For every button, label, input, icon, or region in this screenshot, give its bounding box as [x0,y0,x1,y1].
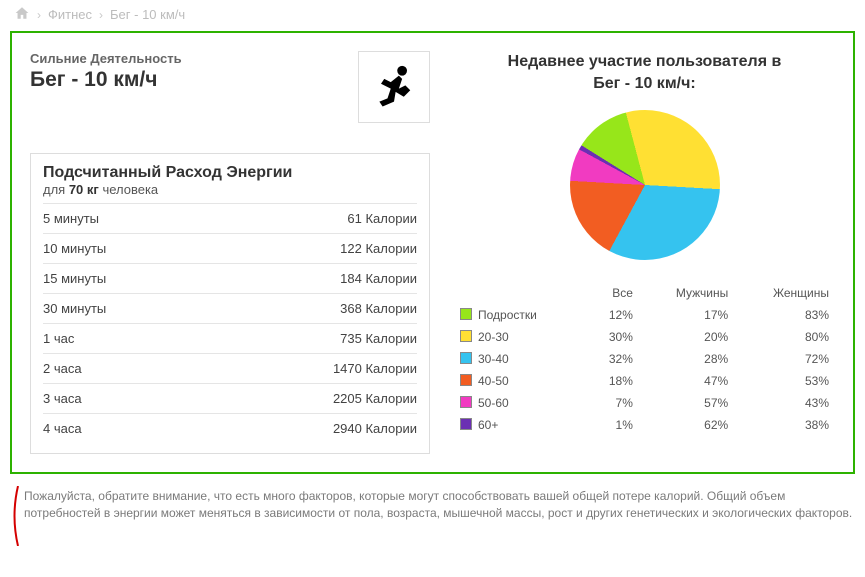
energy-row-label: 15 минуты [43,264,204,294]
energy-row-label: 5 минуты [43,204,204,234]
energy-row-label: 10 минуты [43,234,204,264]
energy-row-label: 4 часа [43,414,204,444]
energy-subtitle: для 70 кг человека [43,182,417,197]
table-row: 20-3030%20%80% [454,326,835,348]
energy-row-value: 735 Калории [204,324,417,354]
pie-chart [570,110,720,260]
energy-box: Подсчитанный Расход Энергии для 70 кг че… [30,153,430,454]
energy-row-value: 2940 Калории [204,414,417,444]
row-label: 20-30 [454,326,586,348]
table-row: Подростки12%17%83% [454,304,835,326]
page: › Фитнес › Бег - 10 км/ч Сильние Деятель… [0,0,865,533]
participation-title-line2: Бег - 10 км/ч: [593,75,695,92]
right-column: Недавнее участие пользователя в Бег - 10… [454,51,835,454]
table-row: 2 часа1470 Калории [43,354,417,384]
cell-women: 38% [734,414,835,436]
energy-sub-weight: 70 кг [69,182,99,197]
cell-women: 83% [734,304,835,326]
col-header-all: Все [586,282,639,304]
cell-men: 47% [639,370,734,392]
energy-row-label: 2 часа [43,354,204,384]
table-header-row: Все Мужчины Женщины [454,282,835,304]
energy-row-label: 3 часа [43,384,204,414]
chevron-right-icon: › [99,8,103,22]
note: Пожалуйста, обратите внимание, что есть … [10,488,855,523]
note-accent-icon [10,486,20,546]
cell-all: 12% [586,304,639,326]
cell-women: 43% [734,392,835,414]
energy-title: Подсчитанный Расход Энергии [43,164,417,182]
participation-title: Недавнее участие пользователя в Бег - 10… [454,51,835,94]
cell-men: 57% [639,392,734,414]
legend-swatch [460,308,472,320]
legend-swatch [460,396,472,408]
row-label: Подростки [454,304,586,326]
energy-row-value: 368 Калории [204,294,417,324]
cell-men: 17% [639,304,734,326]
legend-swatch [460,330,472,342]
cell-all: 30% [586,326,639,348]
energy-sub-suffix: человека [99,182,158,197]
participation-title-line1: Недавнее участие пользователя в [508,53,782,70]
activity-kicker: Сильние Деятельность [30,51,338,66]
cell-women: 80% [734,326,835,348]
col-header-women: Женщины [734,282,835,304]
energy-row-label: 30 минуты [43,294,204,324]
energy-row-label: 1 час [43,324,204,354]
legend-swatch [460,374,472,386]
breadcrumb: › Фитнес › Бег - 10 км/ч [14,6,855,23]
cell-all: 7% [586,392,639,414]
row-label: 30-40 [454,348,586,370]
energy-row-value: 61 Калории [204,204,417,234]
row-label: 50-60 [454,392,586,414]
energy-sub-prefix: для [43,182,69,197]
table-row: 5 минуты61 Калории [43,204,417,234]
table-row: 4 часа2940 Калории [43,414,417,444]
table-row: 15 минуты184 Калории [43,264,417,294]
cell-all: 18% [586,370,639,392]
table-row: 10 минуты122 Калории [43,234,417,264]
activity-title: Бег - 10 км/ч [30,68,338,92]
breadcrumb-current: Бег - 10 км/ч [110,7,185,22]
cell-men: 28% [639,348,734,370]
energy-row-value: 122 Калории [204,234,417,264]
left-column: Сильние Деятельность Бег - 10 км/ч Подсч… [30,51,430,454]
note-text: Пожалуйста, обратите внимание, что есть … [24,488,855,523]
cell-all: 1% [586,414,639,436]
energy-row-value: 2205 Калории [204,384,417,414]
energy-table: 5 минуты61 Калории10 минуты122 Калории15… [43,203,417,443]
home-icon[interactable] [14,6,30,23]
cell-women: 53% [734,370,835,392]
energy-row-value: 184 Калории [204,264,417,294]
row-label: 60+ [454,414,586,436]
chevron-right-icon: › [37,8,41,22]
row-label: 40-50 [454,370,586,392]
energy-row-value: 1470 Калории [204,354,417,384]
activity-panel: Сильние Деятельность Бег - 10 км/ч Подсч… [10,31,855,474]
table-row: 30 минуты368 Калории [43,294,417,324]
legend-swatch [460,352,472,364]
cell-women: 72% [734,348,835,370]
table-row: 30-4032%28%72% [454,348,835,370]
cell-men: 20% [639,326,734,348]
col-header-blank [454,282,586,304]
table-row: 3 часа2205 Калории [43,384,417,414]
cell-men: 62% [639,414,734,436]
activity-icon [358,51,430,123]
table-row: 60+1%62%38% [454,414,835,436]
table-row: 50-607%57%43% [454,392,835,414]
table-row: 1 час735 Калории [43,324,417,354]
col-header-men: Мужчины [639,282,734,304]
legend-swatch [460,418,472,430]
breadcrumb-link-fitness[interactable]: Фитнес [48,7,92,22]
participation-table: Все Мужчины Женщины Подростки12%17%83%20… [454,282,835,436]
cell-all: 32% [586,348,639,370]
pie-chart-wrap [454,110,835,260]
table-row: 40-5018%47%53% [454,370,835,392]
